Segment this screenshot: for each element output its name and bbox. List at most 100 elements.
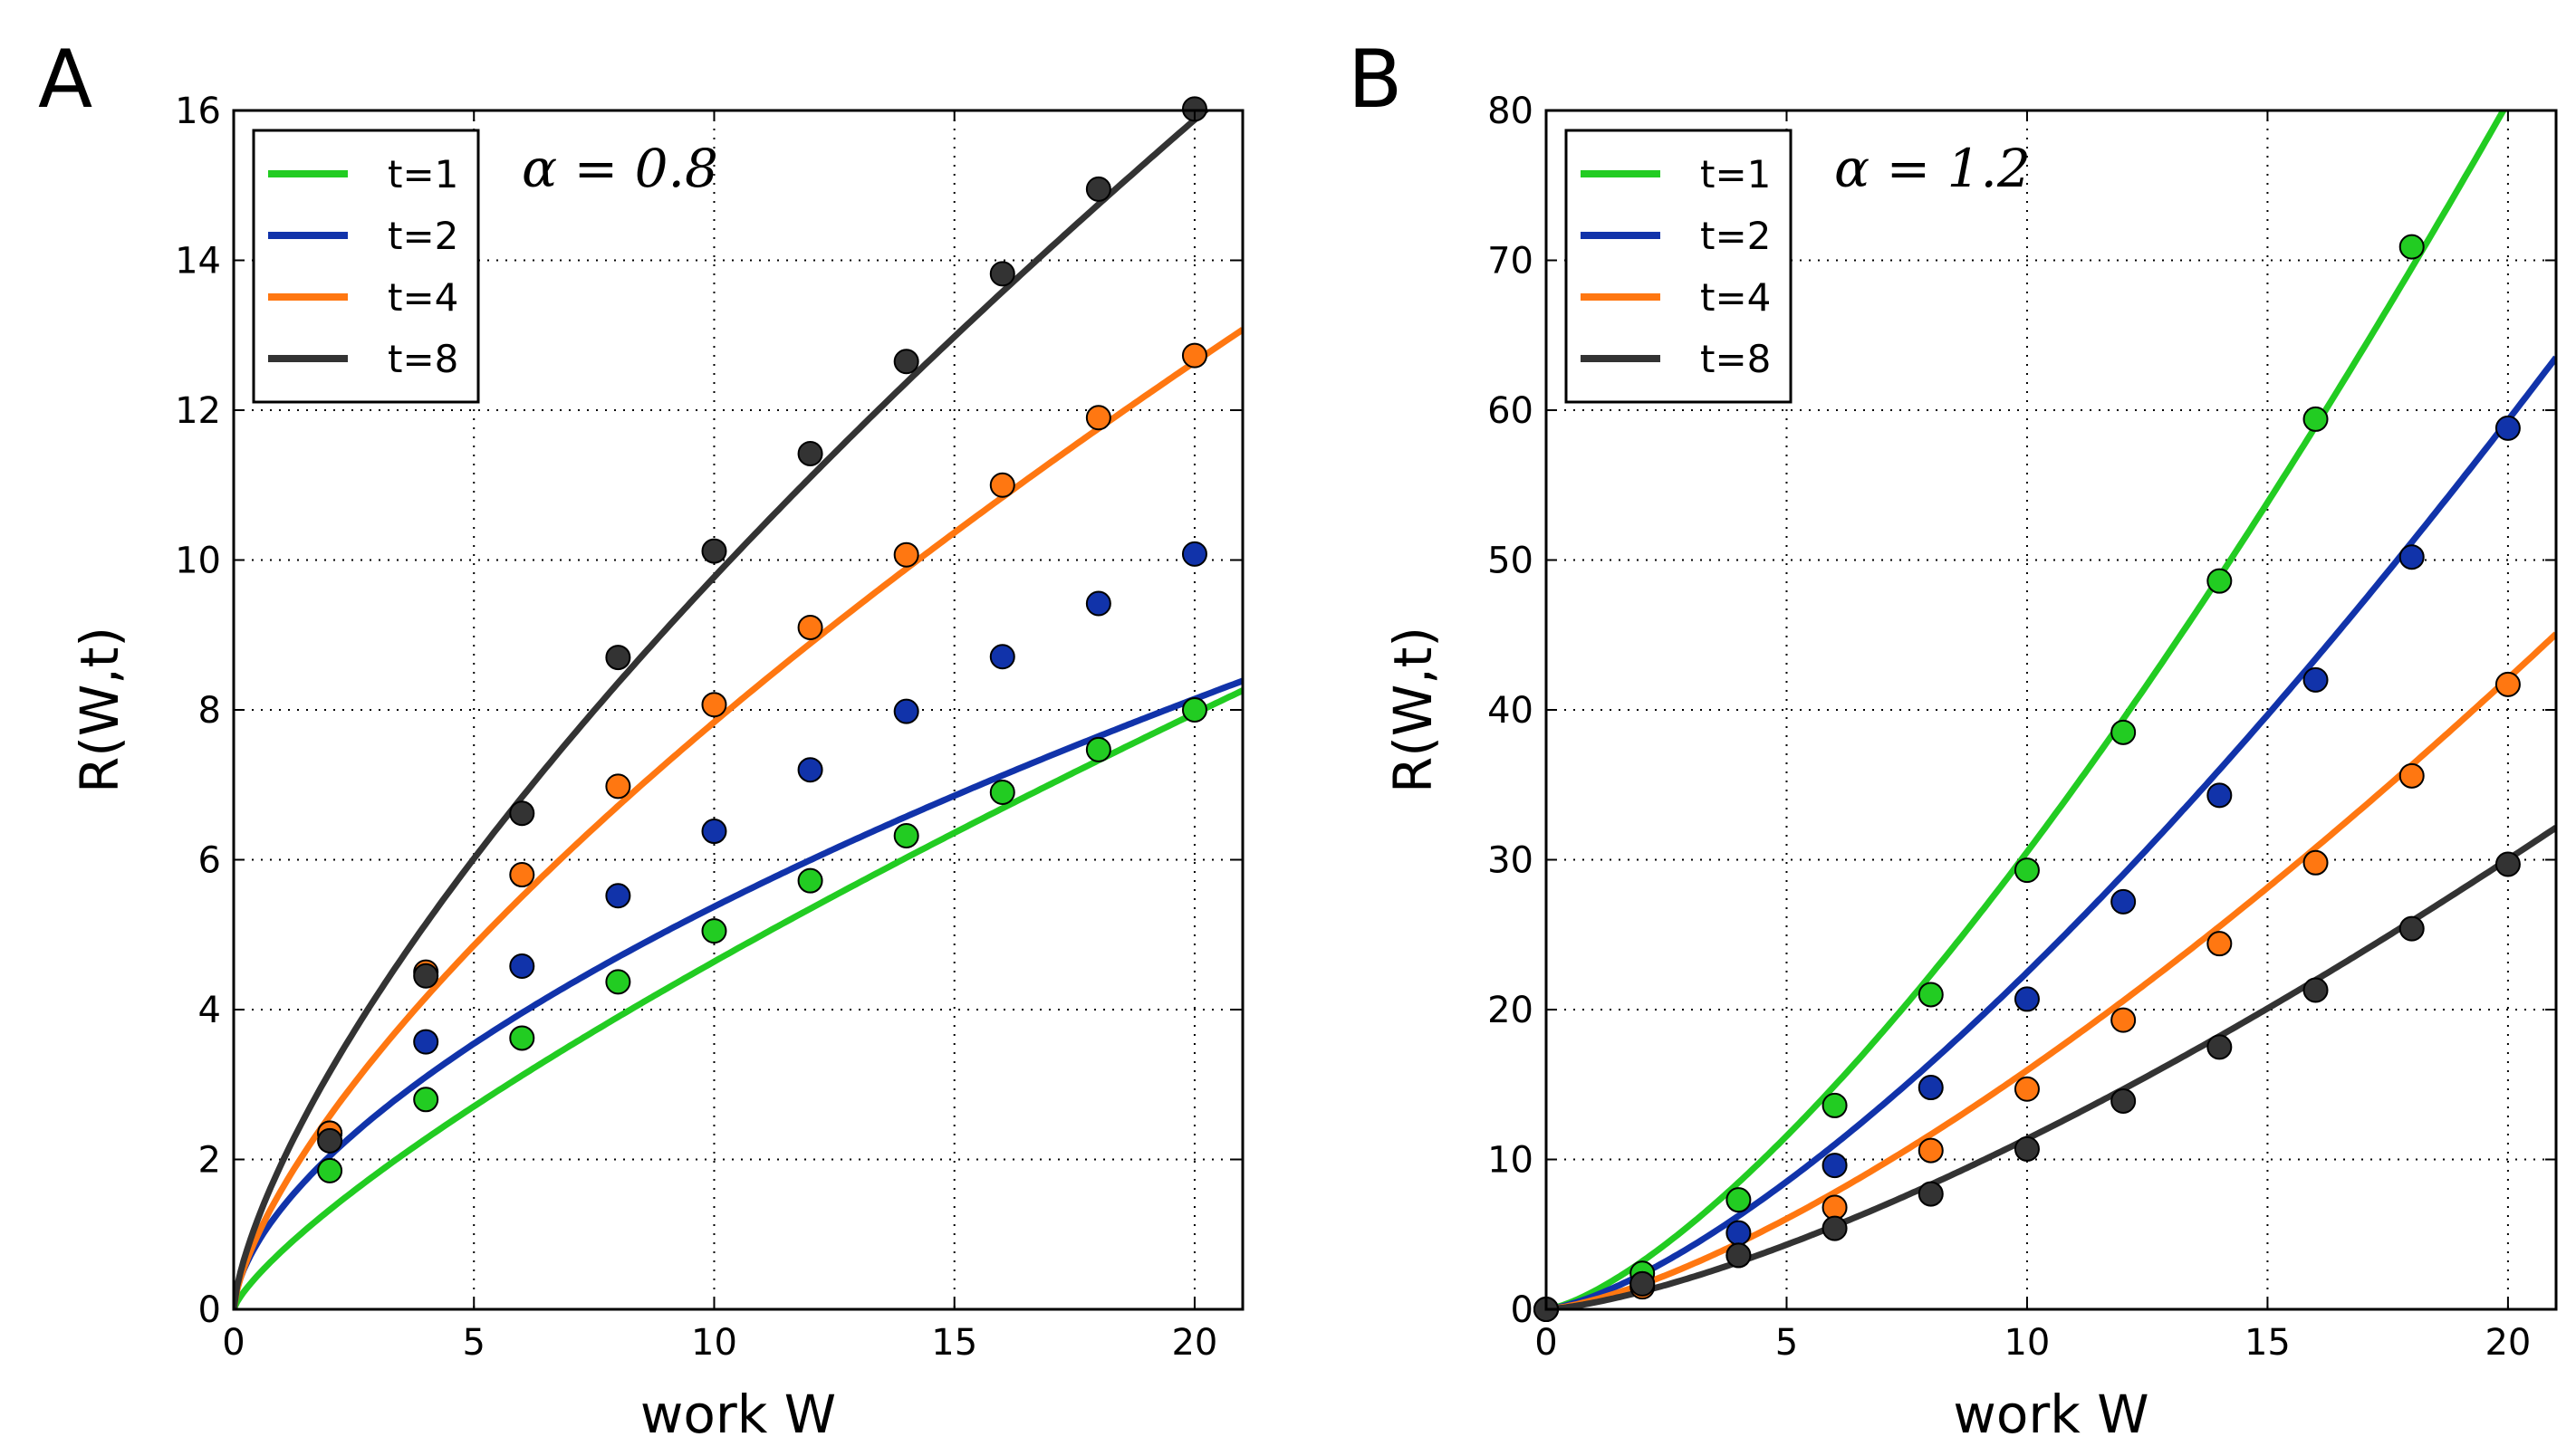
data-point-t=1	[2206, 568, 2233, 594]
data-point-t=4	[2494, 671, 2521, 697]
data-point-t=8	[2206, 1034, 2233, 1060]
data-point-t=2	[1821, 1153, 1848, 1179]
legend-label: t=2	[388, 214, 458, 258]
data-point-t=8	[701, 538, 727, 564]
panel-letter-b: B	[1348, 33, 1402, 126]
data-point-t=8	[1821, 1215, 1848, 1241]
data-point-t=8	[2302, 977, 2329, 1003]
series-line-t=4	[1546, 631, 2556, 1309]
data-point-t=1	[509, 1025, 535, 1051]
data-point-t=8	[1725, 1242, 1752, 1269]
data-point-t=8	[2110, 1087, 2137, 1114]
data-point-t=8	[1629, 1270, 1656, 1297]
data-point-t=2	[797, 757, 823, 783]
x-axis-label: work W	[640, 1384, 836, 1445]
y-tick-label: 12	[175, 390, 221, 432]
data-point-t=1	[2014, 857, 2040, 884]
data-point-t=4	[2302, 849, 2329, 876]
legend: t=1 t=2 t=4 t=8	[252, 129, 480, 404]
data-point-t=4	[2110, 1007, 2137, 1033]
legend-label: t=1	[1700, 152, 1771, 196]
panel-letter-a: A	[38, 33, 92, 126]
data-point-t=2	[2206, 782, 2233, 809]
data-point-t=2	[1725, 1220, 1752, 1246]
data-point-t=8	[2014, 1135, 2040, 1162]
y-axis-label: R(W,t)	[1382, 627, 1444, 793]
data-point-t=4	[1085, 405, 1111, 431]
data-point-t=8	[2398, 915, 2425, 942]
data-point-t=2	[2398, 544, 2425, 570]
data-point-t=1	[797, 867, 823, 894]
data-point-t=2	[1918, 1075, 1944, 1101]
y-tick-label: 40	[1487, 690, 1533, 732]
data-point-t=8	[1918, 1181, 1944, 1207]
series-line-t=2	[1546, 355, 2556, 1309]
data-point-t=1	[413, 1087, 439, 1113]
y-tick-label: 80	[1487, 91, 1533, 132]
series-line-t=1	[1546, 110, 2507, 1309]
y-tick-label: 10	[175, 541, 221, 582]
x-tick-label: 0	[1534, 1322, 1557, 1364]
y-tick-label: 16	[175, 91, 221, 132]
legend-label: t=2	[1700, 214, 1771, 258]
data-point-t=1	[1821, 1092, 1848, 1118]
data-point-t=8	[2494, 851, 2521, 877]
data-point-t=2	[1085, 590, 1111, 617]
y-tick-label: 20	[1487, 990, 1533, 1031]
data-point-t=1	[701, 918, 727, 944]
alpha-annotation: α = 0.8	[522, 138, 718, 199]
data-point-t=4	[1181, 342, 1207, 369]
data-point-t=1	[893, 823, 919, 849]
data-point-t=2	[2110, 888, 2137, 915]
data-point-t=8	[893, 349, 919, 375]
legend: t=1 t=2 t=4 t=8	[1564, 129, 1793, 404]
data-point-t=8	[797, 440, 823, 466]
legend-label: t=1	[388, 152, 458, 196]
data-point-t=8	[605, 645, 631, 671]
panel-a: A 0 5 10 15 20 0 2 4 6 8 10 12 14 16 work W R(W,t) α = 0…	[38, 33, 1245, 1445]
data-point-t=8	[989, 261, 1015, 287]
series-line-t=4	[234, 327, 1243, 1309]
y-tick-label: 10	[1487, 1140, 1533, 1182]
data-point-t=2	[2014, 986, 2040, 1012]
panel-b: B 0 5 10 15 20 0 10 20 30 40 50 60 70 80 work W R(W,t) α…	[1348, 33, 2558, 1445]
series-line-t=8	[234, 110, 1211, 1309]
y-tick-label: 70	[1487, 241, 1533, 283]
data-point-t=4	[797, 614, 823, 640]
series-line-t=1	[234, 687, 1243, 1309]
series-line-t=8	[1546, 824, 2556, 1309]
y-tick-label: 0	[198, 1289, 221, 1331]
data-point-t=2	[893, 698, 919, 724]
data-point-t=1	[317, 1157, 343, 1183]
data-point-t=2	[701, 819, 727, 845]
legend-label: t=8	[1700, 337, 1771, 381]
x-tick-label: 5	[463, 1322, 485, 1364]
data-point-t=4	[701, 692, 727, 718]
alpha-annotation: α = 1.2	[1834, 138, 2031, 199]
data-point-t=1	[989, 780, 1015, 806]
data-point-t=4	[2206, 931, 2233, 957]
y-tick-label: 4	[198, 990, 221, 1031]
data-point-t=1	[1725, 1187, 1752, 1213]
data-point-t=2	[2494, 415, 2521, 441]
data-point-t=2	[413, 1029, 439, 1055]
x-tick-label: 15	[2244, 1322, 2291, 1364]
data-point-t=1	[2302, 406, 2329, 432]
data-point-t=1	[2110, 719, 2137, 745]
data-point-t=1	[1085, 736, 1111, 762]
x-tick-label: 10	[691, 1322, 737, 1364]
data-point-t=1	[605, 969, 631, 995]
data-point-t=8	[317, 1127, 343, 1154]
legend-label: t=4	[388, 275, 458, 320]
y-tick-label: 60	[1487, 390, 1533, 432]
series-line-t=2	[234, 677, 1243, 1309]
x-tick-label: 0	[222, 1322, 245, 1364]
y-tick-label: 2	[198, 1140, 221, 1182]
data-point-t=2	[1181, 541, 1207, 567]
data-point-t=2	[509, 953, 535, 980]
data-point-t=4	[893, 541, 919, 568]
data-point-t=4	[2014, 1076, 2040, 1102]
data-point-t=1	[1918, 982, 1944, 1008]
legend-label: t=4	[1700, 275, 1771, 320]
